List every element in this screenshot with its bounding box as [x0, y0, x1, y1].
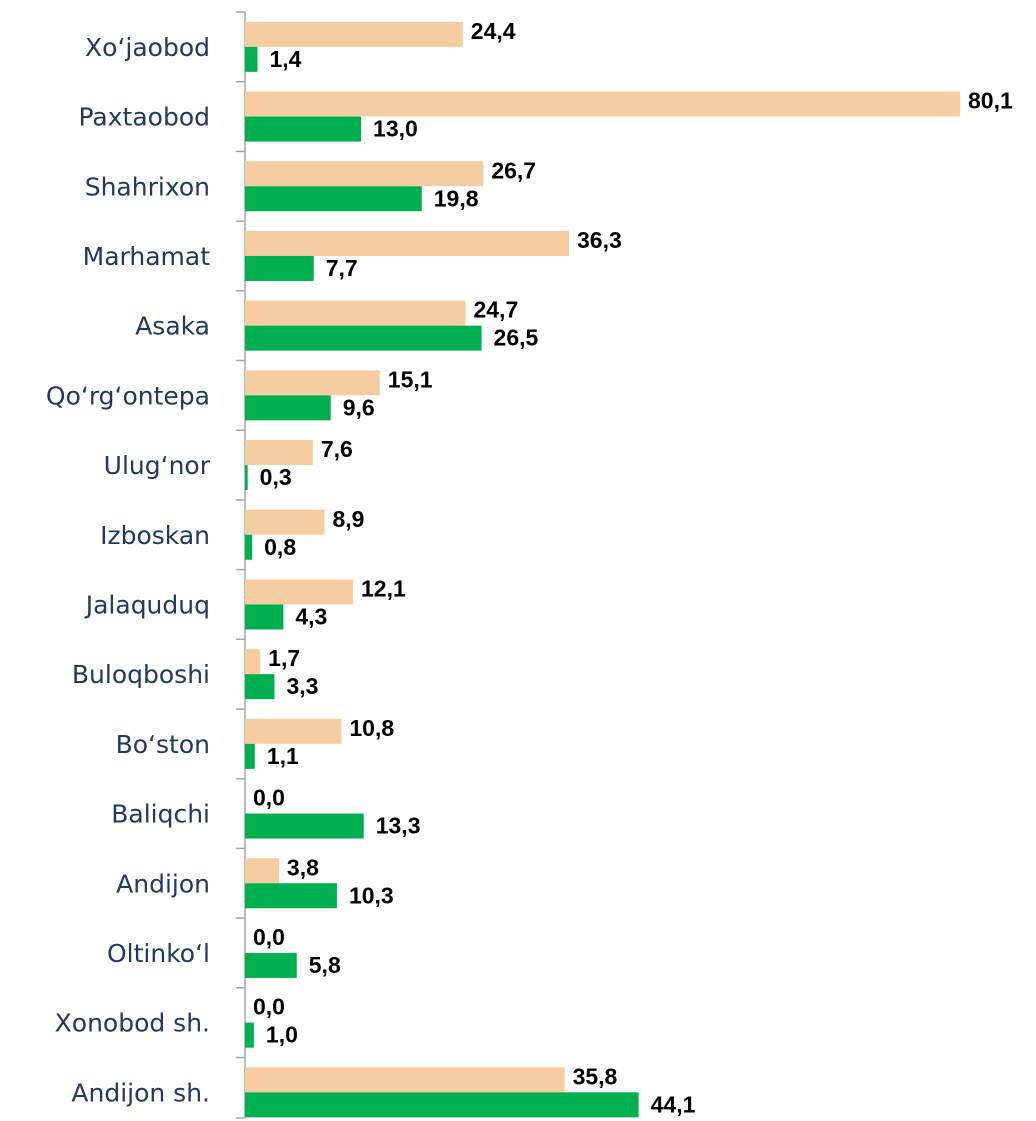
value-label: 3,3	[286, 673, 318, 699]
bar	[245, 395, 331, 421]
bar	[245, 604, 284, 630]
category-label: Qoʻrgʻontepa	[46, 381, 210, 410]
bar	[245, 858, 279, 884]
bar	[245, 509, 325, 535]
bar	[245, 370, 380, 396]
value-label: 7,7	[326, 255, 358, 281]
value-label: 1,7	[268, 645, 300, 671]
category-label: Asaka	[135, 312, 210, 341]
value-label: 4,3	[295, 604, 327, 630]
category-label: Jalaquduq	[84, 590, 210, 619]
value-label: 44,1	[651, 1091, 696, 1117]
category-label: Boʻston	[116, 730, 210, 759]
value-label: 24,7	[473, 297, 518, 323]
category-label: Xoʻjaobod	[85, 33, 210, 62]
bar	[245, 21, 463, 47]
category-label: Paxtaobod	[78, 103, 210, 132]
bar	[245, 325, 482, 351]
category-label: Xonobod sh.	[55, 1009, 210, 1038]
bar	[245, 718, 342, 744]
value-label: 26,5	[494, 325, 539, 351]
value-label: 1,0	[266, 1022, 298, 1048]
value-label: 35,8	[573, 1063, 618, 1089]
category-label: Baliqchi	[111, 800, 210, 829]
value-label: 9,6	[343, 394, 375, 420]
value-label: 7,6	[321, 436, 353, 462]
bar	[245, 649, 261, 675]
bar	[245, 883, 337, 909]
category-label: Oltinkoʻl	[107, 939, 210, 968]
value-label: 26,7	[491, 157, 536, 183]
bar	[245, 674, 275, 700]
bar	[245, 161, 484, 187]
value-label: 0,0	[253, 924, 285, 950]
bar	[245, 116, 362, 142]
value-label: 1,1	[267, 743, 299, 769]
bar	[245, 230, 570, 256]
value-label: 10,8	[349, 715, 394, 741]
value-label: 15,1	[388, 366, 433, 392]
bar	[245, 579, 354, 605]
bar	[245, 952, 297, 978]
bar	[245, 186, 422, 212]
value-label: 13,3	[376, 813, 421, 839]
bar	[245, 813, 364, 839]
category-label: Buloqboshi	[72, 660, 210, 689]
value-label: 0,0	[253, 994, 285, 1020]
value-label: 80,1	[968, 88, 1013, 114]
value-label: 10,3	[349, 882, 394, 908]
value-label: 36,3	[577, 227, 622, 253]
value-label: 13,0	[373, 116, 418, 142]
value-label: 19,8	[434, 185, 479, 211]
bar	[245, 534, 253, 560]
category-label: Shahrixon	[85, 172, 210, 201]
category-label: Andijon	[116, 869, 210, 898]
bar	[245, 1092, 639, 1118]
value-label: 8,9	[332, 506, 364, 532]
value-label: 5,8	[309, 952, 341, 978]
value-label: 0,8	[264, 534, 296, 560]
value-label: 12,1	[361, 576, 406, 602]
category-label: Ulugʻnor	[104, 451, 211, 480]
value-label: 0,0	[253, 785, 285, 811]
bar	[245, 255, 314, 281]
bar	[245, 300, 466, 326]
value-label: 24,4	[471, 18, 516, 44]
bar	[245, 1067, 565, 1093]
category-label: Marhamat	[83, 242, 211, 271]
bar	[245, 743, 255, 769]
value-label: 3,8	[287, 854, 319, 880]
value-label: 0,3	[260, 464, 292, 490]
bar	[245, 1022, 254, 1048]
bar	[245, 46, 258, 72]
value-label: 1,4	[269, 46, 301, 72]
bar	[245, 91, 960, 117]
bar	[245, 465, 248, 491]
category-label: Andijon sh.	[71, 1078, 210, 1107]
bar	[245, 440, 313, 466]
category-label: Izboskan	[100, 521, 210, 550]
